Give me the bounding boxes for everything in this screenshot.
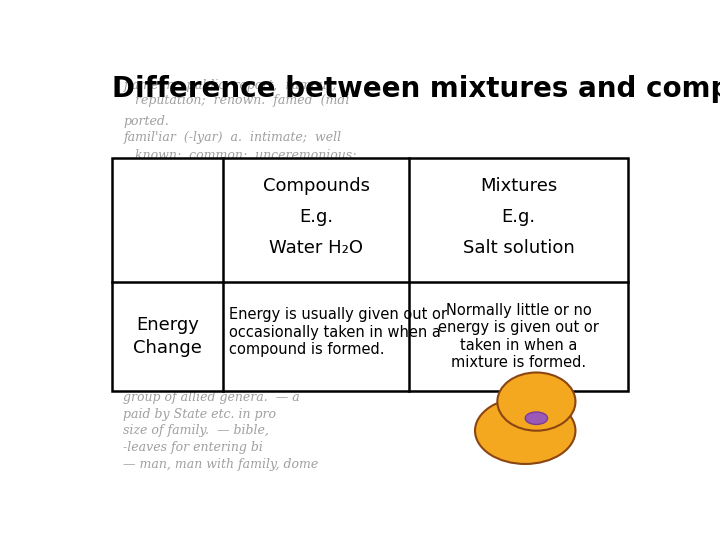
Circle shape xyxy=(498,373,575,431)
Text: group of allied genera.  — a: group of allied genera. — a xyxy=(124,391,300,404)
Ellipse shape xyxy=(526,412,548,424)
Text: Salt solution: Salt solution xyxy=(463,239,575,257)
Text: size of family.  — bible,: size of family. — bible, xyxy=(124,424,269,437)
Ellipse shape xyxy=(475,397,575,464)
Text: E.g.: E.g. xyxy=(502,208,536,226)
Bar xyxy=(112,158,629,391)
Text: Difference between mixtures and compounds.: Difference between mixtures and compound… xyxy=(112,75,720,103)
Text: famil'iar  (-lyar)  a.  intimate;  well: famil'iar (-lyar) a. intimate; well xyxy=(124,131,341,144)
Text: ported.: ported. xyxy=(124,114,169,127)
Text: Compounds: Compounds xyxy=(263,177,369,195)
Text: Mixtures: Mixtures xyxy=(480,177,557,195)
Text: paid by State etc. in pro: paid by State etc. in pro xyxy=(124,408,276,421)
Text: known;  common;  unceremonious;: known; common; unceremonious; xyxy=(124,148,357,161)
Text: Energy: Energy xyxy=(136,316,199,334)
Text: -leaves for entering bi: -leaves for entering bi xyxy=(124,441,264,454)
Text: Water H₂O: Water H₂O xyxy=(269,239,363,257)
Text: Change: Change xyxy=(133,339,202,357)
Text: flame  n.  public  report,  rumour;: flame n. public report, rumour; xyxy=(124,79,338,92)
Text: reputation;  renown.  famed  (mdi: reputation; renown. famed (mdi xyxy=(124,94,350,107)
Text: E.g.: E.g. xyxy=(299,208,333,226)
Text: Normally little or no
energy is given out or
taken in when a
mixture is formed.: Normally little or no energy is given ou… xyxy=(438,303,599,370)
Text: Energy is usually given out or
occasionally taken in when a
compound is formed.: Energy is usually given out or occasiona… xyxy=(229,307,447,357)
Text: — man, man with family, dome: — man, man with family, dome xyxy=(124,458,319,471)
